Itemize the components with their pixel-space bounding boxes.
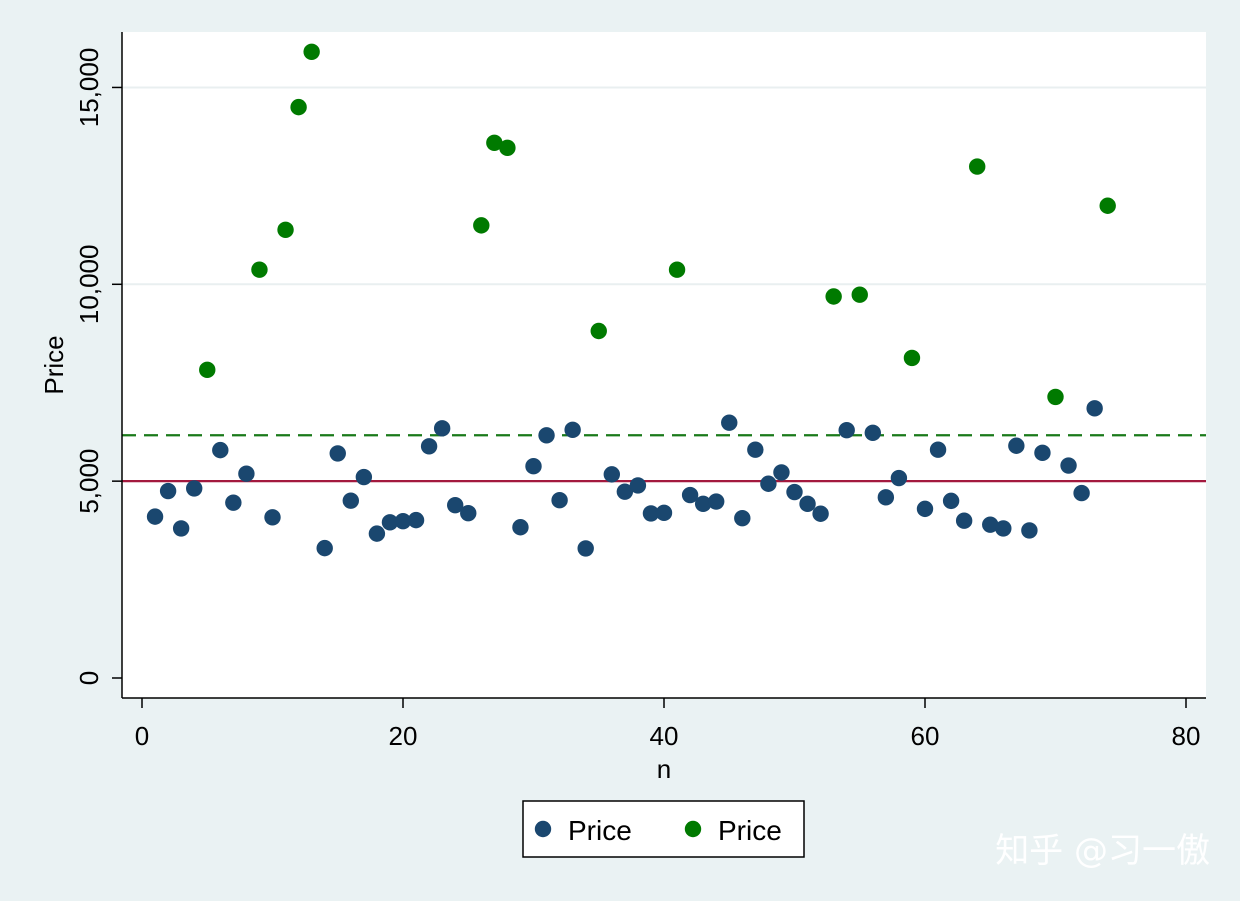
- data-point-series-1: [694, 495, 712, 512]
- reference-lines: [122, 434, 1206, 483]
- data-point-series-1: [538, 427, 555, 444]
- x-tick-label: 20: [389, 721, 418, 751]
- data-point-series-1: [186, 480, 203, 497]
- data-point-series-1: [564, 421, 581, 439]
- data-point-series-2: [499, 139, 516, 157]
- data-point-series-2: [251, 261, 268, 278]
- data-point-series-1: [447, 497, 464, 514]
- data-point-series-2: [1099, 197, 1116, 214]
- data-point-series-1: [264, 509, 281, 526]
- data-point-series-1: [747, 441, 764, 458]
- data-point-series-1: [786, 483, 803, 501]
- data-point-series-1: [355, 468, 373, 486]
- x-tick-label: 40: [650, 721, 679, 751]
- data-point-series-1: [773, 464, 790, 481]
- data-point-series-1: [577, 540, 594, 557]
- data-point-series-1: [1021, 522, 1038, 539]
- legend-label: Price: [568, 815, 632, 846]
- data-point-series-1: [212, 441, 229, 459]
- data-point-series-1: [942, 492, 960, 510]
- data-point-series-1: [551, 492, 568, 509]
- data-point-series-1: [616, 483, 634, 500]
- data-point-series-1: [1034, 444, 1051, 462]
- data-points: [146, 43, 1116, 557]
- data-point-series-1: [890, 469, 908, 487]
- data-point-series-1: [460, 504, 477, 522]
- data-point-series-1: [838, 421, 855, 439]
- data-point-series-1: [760, 475, 777, 492]
- x-tick-label: 60: [911, 721, 940, 751]
- y-tick-label: 0: [74, 671, 104, 685]
- data-point-series-2: [851, 286, 868, 303]
- data-point-series-1: [877, 489, 895, 506]
- x-axis-title: n: [657, 754, 671, 784]
- data-point-series-1: [864, 424, 881, 441]
- legend-box: [522, 800, 805, 858]
- x-tick-label: 80: [1172, 721, 1201, 751]
- data-point-series-1: [642, 505, 660, 522]
- data-point-series-1: [1086, 400, 1103, 417]
- watermark: 知乎 @习一傲: [995, 831, 1210, 871]
- data-point-series-2: [199, 361, 216, 379]
- y-tick-label: 15,000: [74, 48, 104, 128]
- data-point-series-1: [159, 482, 177, 500]
- data-point-series-1: [799, 495, 816, 513]
- data-point-series-1: [407, 511, 425, 529]
- data-point-series-1: [916, 500, 934, 518]
- data-point-series-1: [721, 414, 738, 431]
- data-point-series-1: [734, 509, 751, 527]
- data-point-series-1: [1008, 437, 1025, 454]
- data-point-series-1: [929, 441, 947, 458]
- data-point-series-1: [681, 486, 699, 504]
- data-point-series-2: [277, 221, 294, 238]
- data-point-series-1: [1060, 457, 1077, 474]
- data-point-series-1: [329, 445, 346, 462]
- data-point-series-1: [225, 494, 242, 511]
- y-tick-label: 10,000: [74, 245, 104, 325]
- data-point-series-1: [172, 520, 190, 537]
- legend-marker: [684, 820, 702, 838]
- data-point-series-2: [486, 134, 503, 152]
- data-point-series-1: [1073, 484, 1090, 502]
- data-point-series-2: [590, 322, 607, 340]
- data-point-series-2: [969, 158, 986, 175]
- x-tick-label: 0: [135, 721, 149, 751]
- data-point-series-2: [668, 261, 686, 278]
- data-point-series-2: [825, 288, 842, 305]
- data-point-series-1: [342, 492, 359, 509]
- data-point-series-1: [982, 516, 999, 533]
- data-point-series-2: [473, 217, 490, 234]
- data-point-series-1: [525, 458, 542, 475]
- data-point-series-1: [394, 512, 412, 530]
- y-axis-title: Price: [39, 335, 69, 394]
- plot-area: [122, 32, 1206, 698]
- data-point-series-1: [655, 504, 673, 522]
- data-point-series-2: [903, 349, 921, 367]
- data-point-series-2: [290, 98, 307, 116]
- data-point-series-1: [812, 505, 829, 522]
- data-point-series-2: [1047, 388, 1064, 406]
- data-point-series-1: [368, 525, 386, 542]
- data-point-series-1: [238, 465, 255, 482]
- data-point-series-1: [955, 512, 973, 529]
- data-point-series-1: [433, 420, 451, 437]
- data-point-series-2: [303, 43, 320, 60]
- data-point-series-1: [708, 493, 725, 510]
- tick-marks: 0 20 40 60 80 0 5,000 10,000 15,000: [74, 48, 1200, 751]
- data-point-series-1: [420, 438, 438, 455]
- data-point-series-1: [995, 520, 1012, 537]
- data-point-series-1: [603, 466, 620, 483]
- data-point-series-1: [512, 519, 529, 536]
- y-tick-label: 5,000: [74, 449, 104, 514]
- data-point-series-1: [316, 539, 333, 557]
- legend-label: Price: [718, 815, 782, 846]
- data-point-series-1: [381, 514, 399, 531]
- legend-marker: [534, 820, 552, 838]
- legend: Price Price: [522, 800, 805, 858]
- data-point-series-1: [629, 477, 647, 494]
- data-point-series-1: [146, 508, 164, 525]
